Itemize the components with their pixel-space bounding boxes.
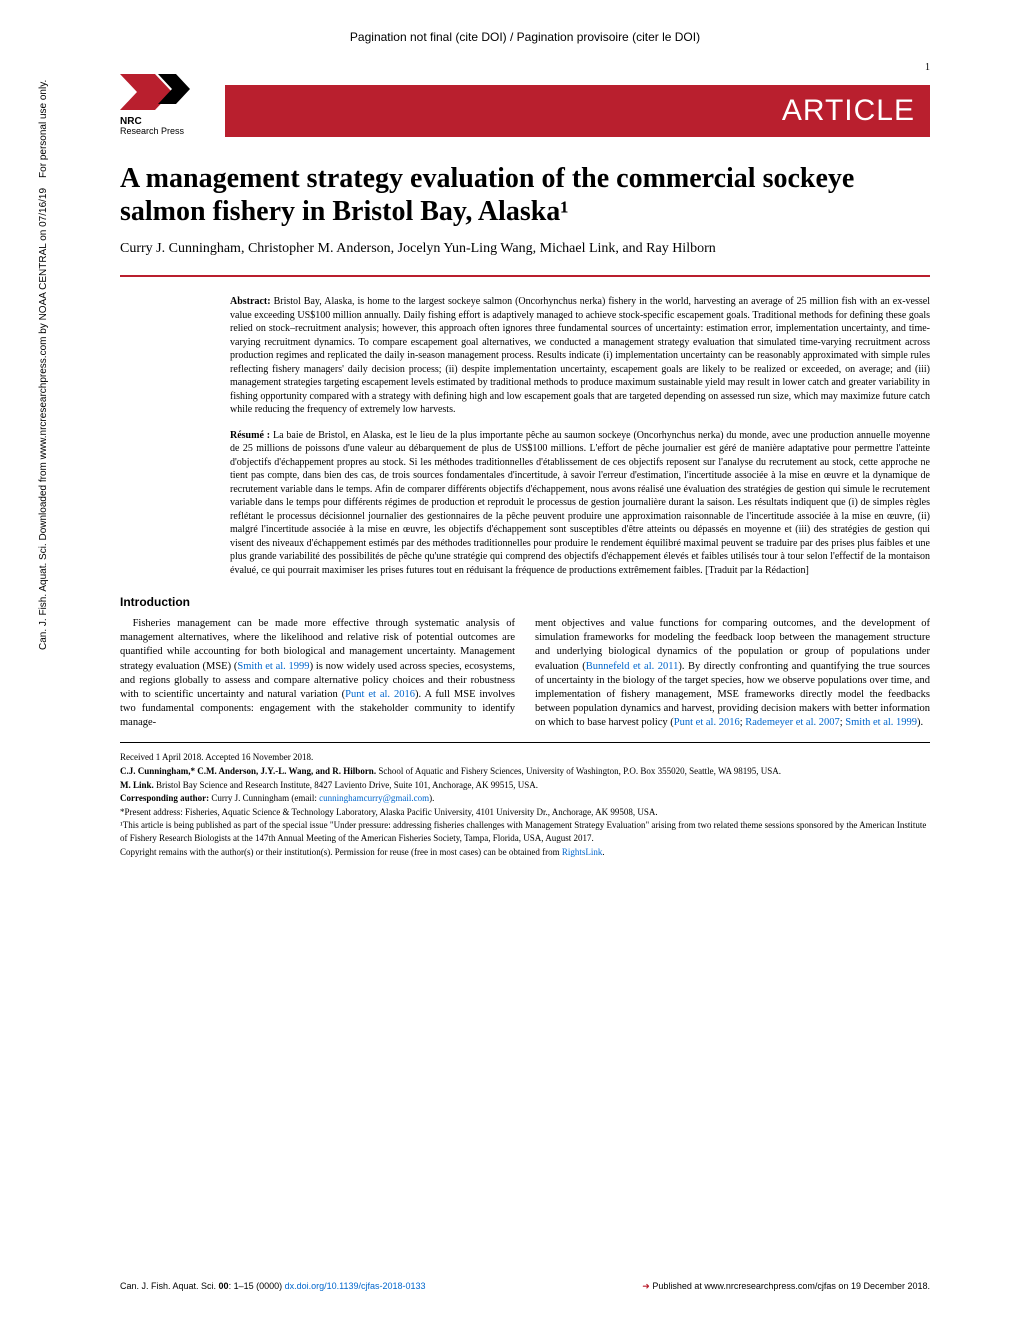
- affiliation-authors: C.J. Cunningham,* C.M. Anderson, J.Y.-L.…: [120, 766, 376, 776]
- abstract-english: Abstract: Bristol Bay, Alaska, is home t…: [230, 295, 930, 417]
- publisher-logo: NRC Research Press: [120, 74, 215, 137]
- download-attribution: Can. J. Fish. Aquat. Sci. Downloaded fro…: [38, 80, 49, 650]
- copyright-text: Copyright remains with the author(s) or …: [120, 847, 562, 857]
- bottom-bar: Can. J. Fish. Aquat. Sci. 00: 1–15 (0000…: [120, 1281, 930, 1292]
- volume: 00: [219, 1281, 229, 1291]
- introduction-heading: Introduction: [120, 595, 930, 609]
- journal-citation: Can. J. Fish. Aquat. Sci. 00: 1–15 (0000…: [120, 1281, 426, 1292]
- corresponding-close: ).: [429, 793, 434, 803]
- abstract-label: Abstract:: [230, 296, 271, 307]
- citation-link[interactable]: Punt et al. 2016: [674, 717, 740, 728]
- present-address: *Present address: Fisheries, Aquatic Sci…: [120, 806, 930, 819]
- citation-link[interactable]: Punt et al. 2016: [345, 689, 415, 700]
- special-issue-note: ¹This article is being published as part…: [120, 819, 930, 844]
- published-text: Published at www.nrcresearchpress.com/cj…: [652, 1281, 930, 1291]
- journal-name: Can. J. Fish. Aquat. Sci.: [120, 1281, 219, 1291]
- page-number: 1: [925, 62, 930, 73]
- article-title: A management strategy evaluation of the …: [120, 162, 930, 229]
- divider-rule: [120, 275, 930, 277]
- citation-link[interactable]: Smith et al. 1999: [845, 717, 917, 728]
- corresponding-text: Curry J. Cunningham (email:: [209, 793, 319, 803]
- abstract-french: Résumé : La baie de Bristol, en Alaska, …: [230, 429, 930, 578]
- email-link[interactable]: cunninghamcurry@gmail.com: [319, 793, 429, 803]
- rightslink-link[interactable]: RightsLink: [562, 847, 603, 857]
- affiliation-text: Bristol Bay Science and Research Institu…: [154, 780, 538, 790]
- header-section: NRC Research Press ARTICLE: [120, 74, 930, 137]
- article-footer: Received 1 April 2018. Accepted 16 Novem…: [120, 751, 930, 858]
- nrc-logo-icon: [120, 74, 190, 114]
- copyright-close: .: [602, 847, 604, 857]
- pagination-header: Pagination not final (cite DOI) / Pagina…: [120, 30, 930, 44]
- citation-link[interactable]: Bunnefeld et al. 2011: [586, 661, 679, 672]
- resume-text: La baie de Bristol, en Alaska, est le li…: [230, 430, 930, 576]
- received-date: Received 1 April 2018. Accepted 16 Novem…: [120, 751, 930, 764]
- article-banner: ARTICLE: [225, 85, 930, 137]
- author-list: Curry J. Cunningham, Christopher M. Ande…: [120, 241, 930, 257]
- affiliation-text: School of Aquatic and Fishery Sciences, …: [376, 766, 781, 776]
- article-type-label: ARTICLE: [782, 94, 915, 128]
- body-text: Fisheries management can be made more ef…: [120, 617, 930, 730]
- footer-divider: [120, 742, 930, 743]
- body-column-left: Fisheries management can be made more ef…: [120, 617, 515, 730]
- resume-label: Résumé :: [230, 430, 270, 441]
- publication-info: ➜ Published at www.nrcresearchpress.com/…: [642, 1281, 930, 1292]
- citation-link[interactable]: Smith et al. 1999: [237, 661, 309, 672]
- logo-line2: Research Press: [120, 127, 215, 137]
- corresponding-label: Corresponding author:: [120, 793, 209, 803]
- publisher-logo-text: NRC Research Press: [120, 116, 215, 137]
- citation-link[interactable]: Rademeyer et al. 2007: [745, 717, 839, 728]
- affiliation-authors: M. Link.: [120, 780, 154, 790]
- body-column-right: ment objectives and value functions for …: [535, 617, 930, 730]
- abstract-text: Bristol Bay, Alaska, is home to the larg…: [230, 296, 930, 415]
- intro-text: ).: [917, 717, 923, 728]
- pages: : 1–15 (0000): [229, 1281, 285, 1291]
- doi-link[interactable]: dx.doi.org/10.1139/cjfas-2018-0133: [285, 1281, 426, 1291]
- arrow-icon: ➜: [642, 1281, 650, 1291]
